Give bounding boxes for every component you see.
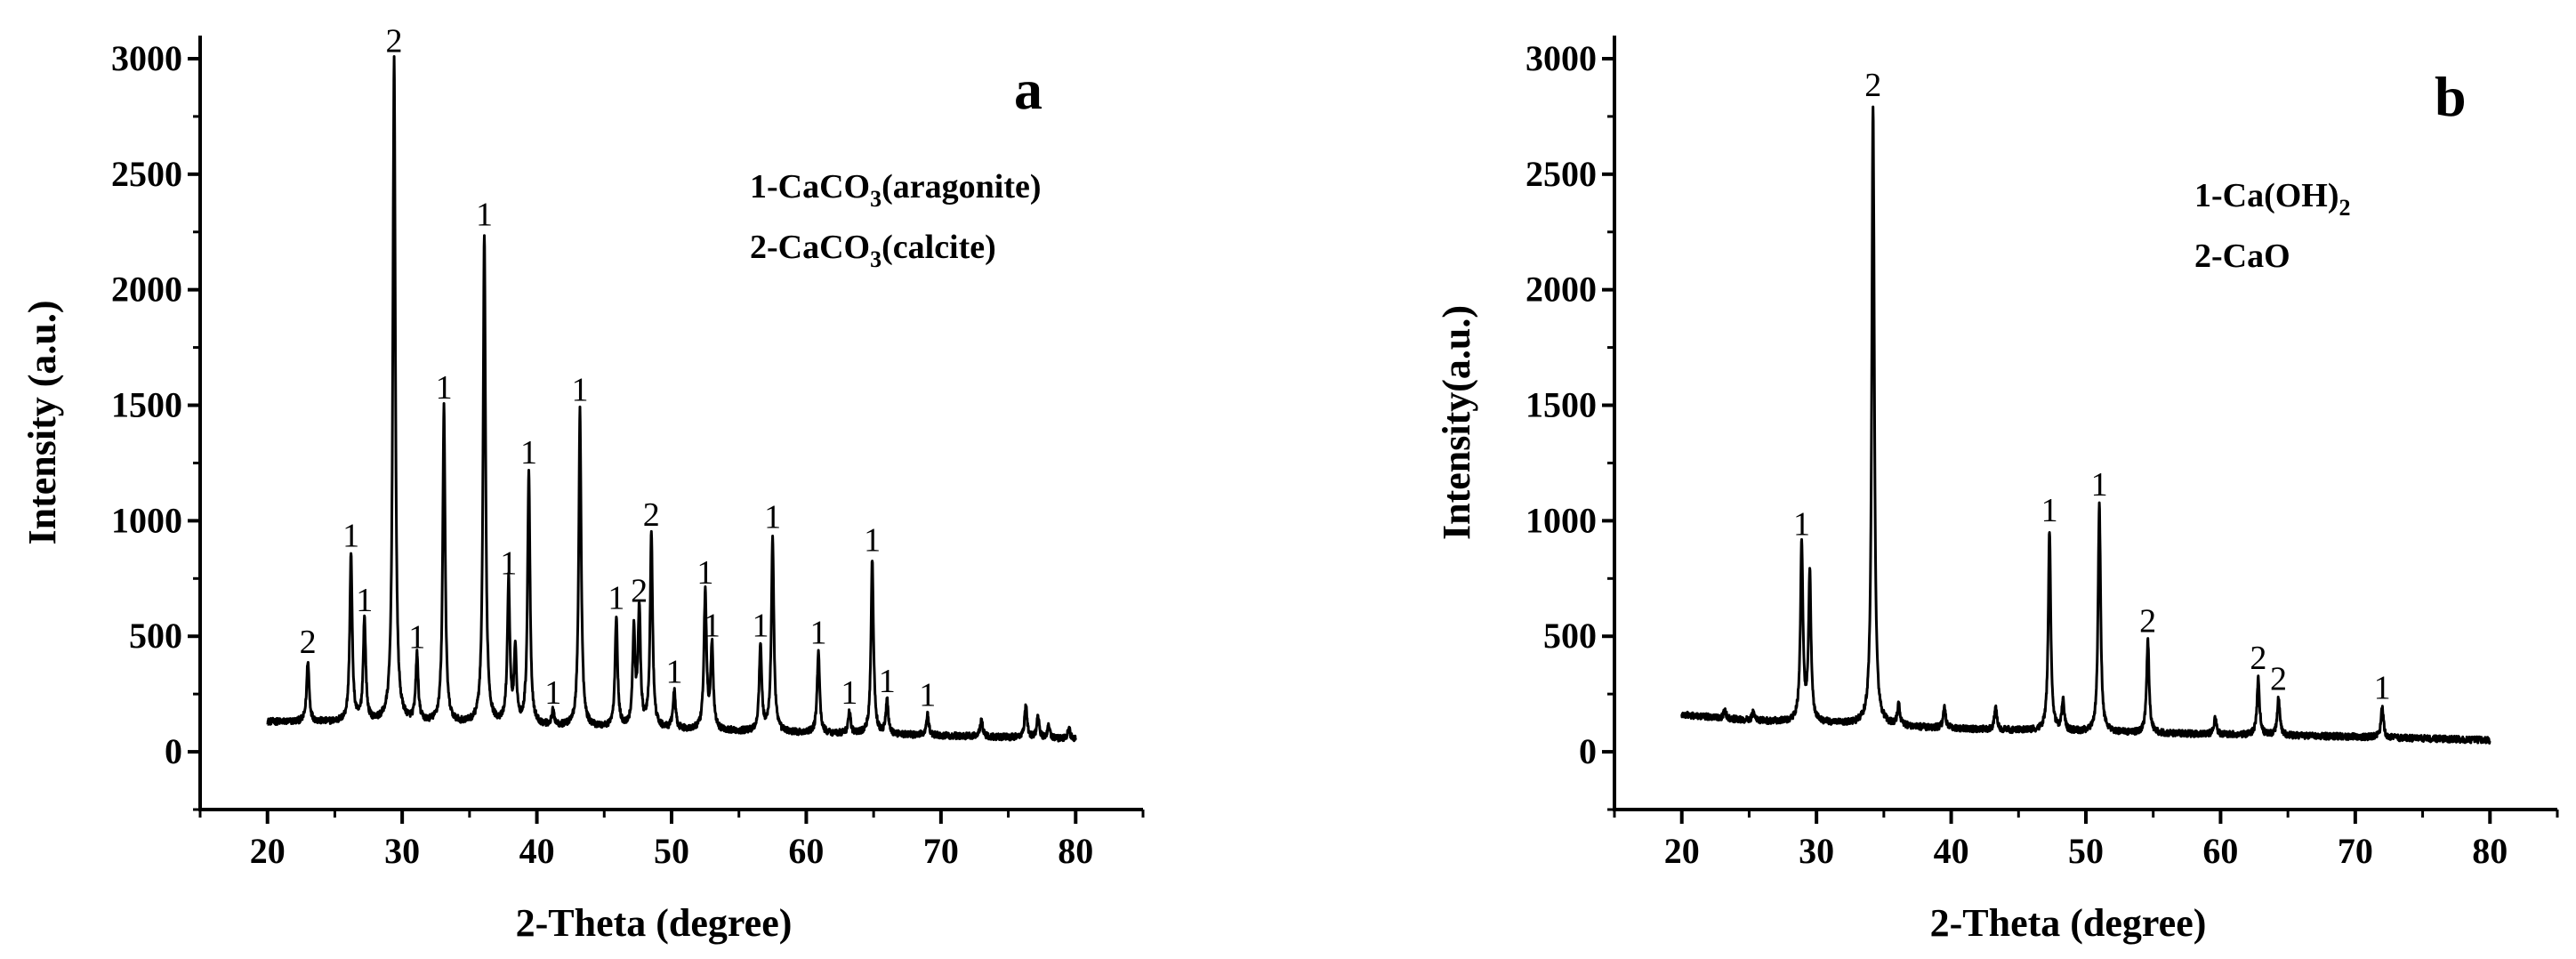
peak-label: 1 [572,372,589,409]
panel-a: 20 30 40 50 60 70 80 0 500 1000 1500 2000 2500 3000 2… [20,23,1145,945]
peak-label: 2 [300,624,317,661]
peak-label: 1 [476,196,493,233]
legend-entry: 1-CaCO3(aragonite) [750,168,1042,212]
x-tick-label: 70 [2338,831,2373,871]
peak-label: 1 [2041,492,2058,529]
y-axis-title-b: Intensity(a.u.) [1435,305,1478,540]
y-axis-title-a: Intensity (a.u.) [20,300,64,544]
y-tick-label: 1000 [111,500,182,540]
axes-frame-a [198,36,1143,811]
legend-a: 1-CaCO3(aragonite) 2-CaCO3(calcite) [750,168,1042,272]
x-tick-label: 20 [250,831,286,871]
peak-label: 2 [2139,602,2156,640]
x-tick-label: 30 [384,831,420,871]
peak-label: 1 [810,614,827,651]
peak-label: 1 [752,608,769,645]
peak-label: 1 [408,619,425,657]
x-axis-title-a: 2-Theta (degree) [516,901,793,945]
x-tick-label: 20 [1664,831,1700,871]
peak-label: 1 [520,434,537,471]
y-tick-label: 3000 [1525,38,1597,78]
peak-label: 1 [1793,505,1810,543]
y-tick-label: 1500 [111,385,182,425]
y-tick-label: 3000 [111,38,182,78]
panel-b: 20 30 40 50 60 70 80 0 500 1000 1500 2000 2500 3000 1… [1435,36,2559,945]
peak-label: 1 [841,674,857,712]
xrd-trace-a [266,55,1077,743]
peak-label: 1 [608,579,624,616]
legend-b: 1-Ca(OH)2 2-CaO [2194,177,2351,275]
y-tick-label: 500 [129,616,182,656]
peak-label: 2 [386,23,403,60]
peak-label: 2 [643,496,660,534]
peak-label: 1 [544,674,561,712]
y-tick-label: 2500 [1525,154,1597,194]
axes-frame-b [1613,36,2557,811]
y-tick-label: 1500 [1525,385,1597,425]
xrd-trace-b [1680,105,2491,745]
peak-label: 1 [919,677,936,714]
peak-label: 1 [436,369,453,407]
peak-label: 1 [666,654,683,691]
peak-label: 1 [356,582,373,619]
panel-letter-a: a [1014,58,1042,121]
peak-label: 1 [704,608,720,645]
y-tick-label: 2000 [111,270,182,310]
y-tick-label: 2500 [111,154,182,194]
peak-label: 2 [2270,660,2287,697]
x-tick-label: 40 [519,831,555,871]
peak-label: 2 [631,573,648,610]
x-tick-label: 80 [1058,831,1093,871]
peak-label: 1 [2374,670,2391,707]
peak-label: 1 [764,499,781,536]
x-tick-label: 60 [2202,831,2238,871]
y-tick-label: 0 [1579,731,1597,771]
peak-label: 2 [1864,67,1881,104]
legend-entry: 2-CaO [2194,238,2290,275]
x-tick-label: 40 [1934,831,1969,871]
peak-label: 1 [2091,466,2108,504]
panel-letter-b: b [2435,65,2467,128]
x-tick-label: 80 [2472,831,2508,871]
y-tick-label: 2000 [1525,270,1597,310]
x-tick-label: 30 [1799,831,1834,871]
peak-label: 1 [342,517,359,554]
x-axis-title-b: 2-Theta (degree) [1930,901,2207,945]
peak-label: 1 [500,544,517,582]
x-tick-label: 70 [923,831,959,871]
legend-entry: 1-Ca(OH)2 [2194,177,2351,221]
peak-label: 1 [879,663,896,700]
x-tick-label: 60 [788,831,824,871]
ticks-a: 20 30 40 50 60 70 80 0 500 1000 1500 2000 2500 3000 [111,38,1145,871]
legend-entry: 2-CaCO3(calcite) [750,229,996,272]
y-tick-label: 0 [165,731,182,771]
peak-label: 1 [864,522,881,560]
peak-label: 2 [2250,640,2266,677]
x-tick-label: 50 [654,831,689,871]
peak-label: 1 [696,554,713,592]
ticks-b: 20 30 40 50 60 70 80 0 500 1000 1500 2000 2500 3000 [1525,38,2559,871]
x-tick-label: 50 [2068,831,2104,871]
y-tick-label: 1000 [1525,500,1597,540]
y-tick-label: 500 [1543,616,1597,656]
